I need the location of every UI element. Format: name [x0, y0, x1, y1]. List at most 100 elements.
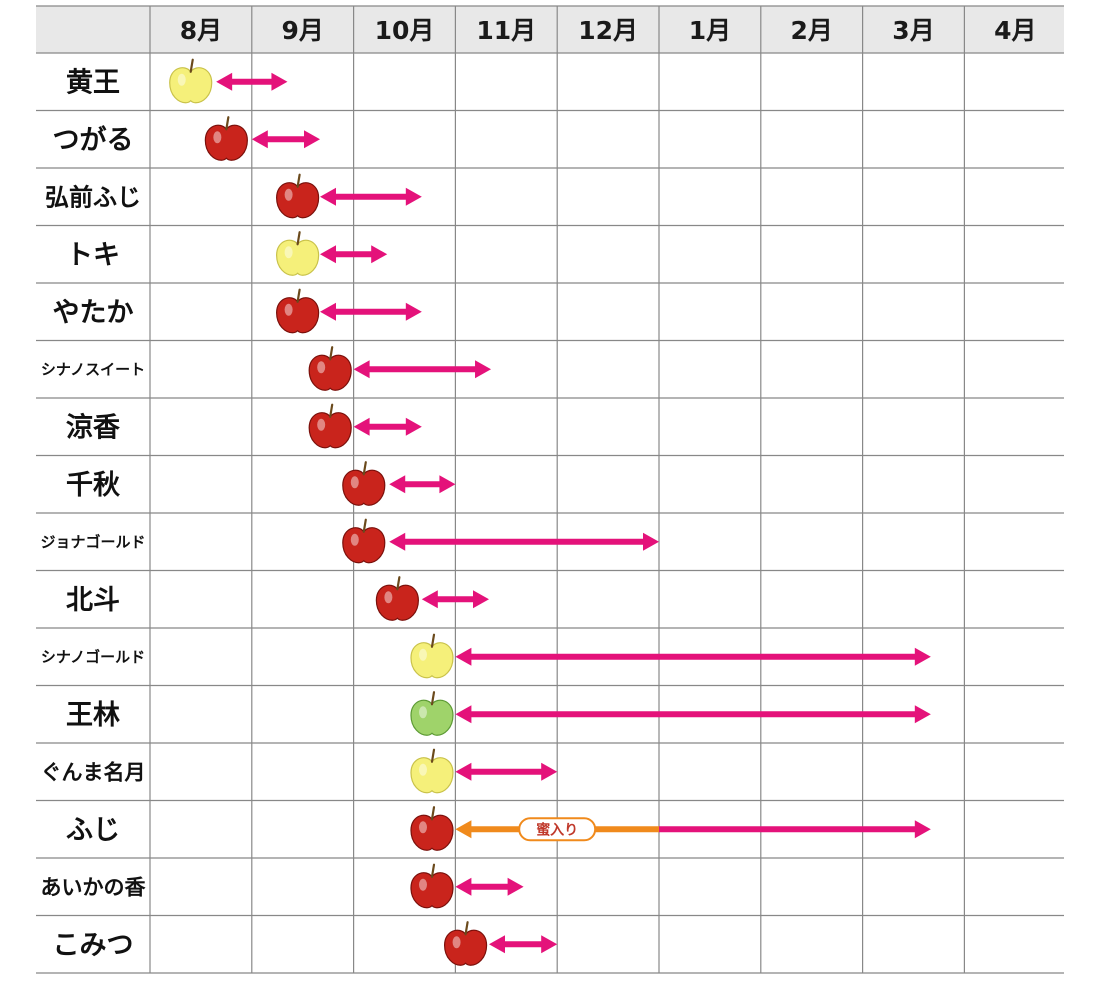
row-3-apple-icon: [276, 173, 320, 219]
month-header-8: 3月: [892, 16, 934, 45]
row-11-apple-icon-shine: [418, 648, 427, 661]
variety-label: 王林: [66, 700, 120, 731]
row-10-sale-arrow: [421, 590, 489, 609]
variety-label: ふじ: [66, 815, 120, 846]
row-5-sale-arrow-head-right: [405, 302, 422, 321]
row-13-apple-icon-shine: [418, 763, 427, 776]
row-7-sale-arrow: [353, 417, 422, 436]
row-3-sale-arrow: [320, 187, 422, 206]
row-1-sale-arrow-head-left: [216, 72, 233, 91]
row-16-apple-icon-shine: [452, 936, 461, 949]
row-8-apple-icon: [342, 461, 386, 506]
row-1-apple-icon-shine: [177, 73, 186, 86]
row-11-apple-icon: [410, 633, 454, 679]
row-8-apple-icon-stem: [362, 461, 367, 476]
row-6-sale-arrow-head-left: [353, 360, 370, 379]
month-header-5: 12月: [578, 16, 638, 45]
row-14-sale-arrow: [659, 820, 931, 839]
row-13-sale-arrow: [455, 762, 558, 781]
row-5-apple-icon-shine: [284, 303, 293, 316]
row-4-sale-arrow-head-right: [371, 245, 388, 264]
row-4-apple-icon-shine: [284, 246, 293, 259]
row-16-apple-icon-body: [443, 929, 488, 966]
row-6-apple-icon-shine: [317, 361, 326, 374]
row-14-apple-icon-stem: [430, 806, 436, 821]
row-3-sale-arrow-head-right: [405, 187, 422, 206]
row-14-honey-arrow-head-left: [455, 820, 472, 839]
row-12-apple-icon-stem: [430, 691, 436, 706]
month-header-7: 2月: [790, 16, 832, 45]
variety-label: ぐんま名月: [41, 760, 146, 784]
variety-label: つがる: [53, 124, 134, 156]
row-1-apple-icon-body: [169, 67, 213, 104]
row-9-sale-arrow-head-left: [389, 532, 406, 551]
row-4-apple-icon-body: [276, 239, 320, 276]
row-11-sale-arrow-head-right: [914, 647, 931, 666]
row-7-sale-arrow-head-left: [353, 417, 370, 436]
row-2-sale-arrow: [251, 130, 321, 149]
row-15-apple-icon-stem: [430, 863, 436, 878]
row-6-sale-arrow-head-right: [475, 360, 492, 379]
row-8-sale-arrow-head-right: [439, 475, 456, 494]
row-11-apple-icon-body: [410, 642, 454, 679]
row-10-sale-arrow-head-right: [472, 590, 489, 609]
row-1-sale-arrow-head-right: [271, 72, 288, 91]
row-1-apple-icon-stem: [189, 58, 194, 73]
row-14-sale-arrow-head-right: [914, 820, 931, 839]
row-8-apple-icon-shine: [350, 476, 359, 489]
row-9-sale-arrow: [389, 532, 659, 551]
honey-label: 蜜入り: [536, 821, 578, 838]
variety-label: シナノスイート: [41, 361, 145, 379]
row-5-sale-arrow: [320, 302, 422, 321]
row-9-apple-icon: [342, 518, 386, 564]
variety-label: こみつ: [53, 930, 134, 961]
row-15-sale-arrow-head-left: [455, 877, 472, 896]
row-15-sale-arrow-head-right: [507, 877, 524, 896]
row-8-sale-arrow: [389, 475, 456, 494]
row-6-apple-icon-body: [308, 354, 352, 391]
row-2-apple-icon-body: [204, 124, 248, 161]
variety-label: 黄王: [66, 67, 120, 98]
row-3-apple-icon-body: [276, 182, 320, 219]
row-2-apple-icon-shine: [213, 131, 222, 144]
row-1-apple-icon: [169, 58, 213, 104]
row-5-apple-icon-body: [276, 297, 320, 334]
month-header-1: 8月: [180, 16, 222, 45]
row-12-sale-arrow-head-left: [455, 705, 472, 724]
variety-label: シナノゴールド: [41, 648, 145, 666]
row-12-apple-icon: [410, 691, 454, 736]
row-16-sale-arrow: [488, 935, 558, 954]
row-9-apple-icon-stem: [362, 518, 367, 533]
row-4-apple-icon: [276, 231, 320, 276]
row-10-apple-icon-body: [375, 584, 419, 621]
row-6-sale-arrow: [353, 360, 492, 379]
row-12-apple-icon-body: [410, 699, 454, 736]
month-header-3: 10月: [375, 16, 435, 45]
row-14-apple-icon: [410, 806, 454, 851]
row-13-apple-icon-stem: [430, 748, 436, 763]
month-header-6: 1月: [689, 16, 731, 45]
row-7-apple-icon: [308, 403, 352, 449]
row-3-apple-icon-stem: [296, 173, 301, 188]
row-13-apple-icon: [410, 748, 454, 794]
row-16-sale-arrow-head-right: [541, 935, 558, 954]
row-6-apple-icon: [308, 346, 352, 391]
row-16-apple-icon-stem: [464, 921, 469, 936]
header-row-bg: [36, 6, 1064, 53]
row-11-sale-arrow-head-left: [455, 647, 472, 666]
row-15-sale-arrow: [455, 877, 524, 896]
row-14-apple-icon-body: [410, 814, 454, 851]
row-15-apple-icon-shine: [418, 878, 427, 891]
row-13-sale-arrow-head-right: [541, 762, 558, 781]
row-10-apple-icon-stem: [396, 576, 401, 591]
row-15-apple-icon: [410, 863, 454, 909]
row-11-apple-icon-stem: [430, 633, 436, 648]
row-8-sale-arrow-head-left: [389, 475, 406, 494]
row-11-sale-arrow: [455, 647, 931, 666]
row-9-sale-arrow-head-right: [643, 532, 659, 551]
row-7-apple-icon-shine: [317, 418, 326, 431]
row-7-apple-icon-body: [308, 412, 352, 449]
row-10-apple-icon-shine: [384, 591, 393, 604]
row-4-sale-arrow-head-left: [320, 245, 337, 264]
